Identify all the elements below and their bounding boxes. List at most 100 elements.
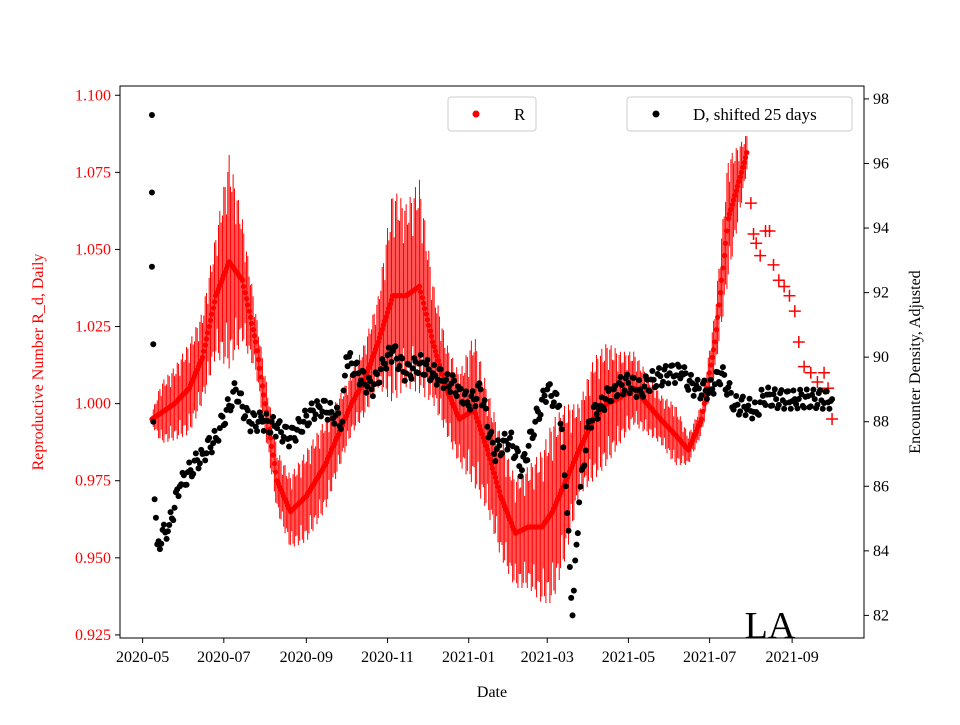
d-point <box>476 380 483 387</box>
d-point <box>357 377 364 384</box>
right-y-tick-label: 94 <box>873 220 889 237</box>
r-projected-marker <box>744 197 757 210</box>
d-point <box>312 411 319 418</box>
r-projected-marker <box>754 249 767 262</box>
d-point <box>508 429 515 436</box>
x-tick-label: 2020-07 <box>197 649 250 666</box>
d-point <box>794 405 801 412</box>
left-y-tick-label: 0.925 <box>75 627 111 644</box>
d-point <box>481 397 488 404</box>
d-point <box>417 351 424 358</box>
d-point <box>569 612 576 619</box>
d-point <box>524 457 531 464</box>
d-point <box>376 379 383 386</box>
plot-frame <box>119 85 865 639</box>
legend-d-marker <box>652 110 660 118</box>
d-point <box>633 393 640 400</box>
d-point <box>621 387 628 394</box>
d-point <box>347 349 354 356</box>
x-tick-label: 2021-03 <box>521 649 574 666</box>
left-y-tick-label: 1.025 <box>75 319 111 336</box>
d-point <box>634 386 641 393</box>
d-point <box>727 389 734 396</box>
d-point <box>630 374 637 381</box>
d-point <box>582 447 589 454</box>
d-point <box>541 392 548 399</box>
d-point <box>758 386 765 393</box>
d-point <box>775 401 782 408</box>
r-projected-marker <box>826 413 839 426</box>
d-point <box>202 457 209 464</box>
d-point <box>396 363 403 370</box>
x-tick-label: 2020-09 <box>280 649 333 666</box>
r-projected-marker <box>788 305 801 318</box>
d-point <box>636 377 643 384</box>
d-point <box>409 365 416 372</box>
d-point <box>156 546 163 553</box>
d-point <box>771 386 778 393</box>
d-point <box>789 398 796 405</box>
d-point <box>222 420 229 427</box>
d-point <box>682 370 689 377</box>
d-point <box>694 376 701 383</box>
d-point <box>392 343 399 350</box>
r-projected-marker <box>811 376 824 389</box>
d-point <box>321 397 328 404</box>
d-point <box>472 403 479 410</box>
d-point <box>562 483 569 490</box>
d-point <box>778 387 785 394</box>
d-point <box>254 428 261 435</box>
d-point <box>230 388 237 395</box>
d-point <box>441 378 448 385</box>
d-point <box>488 428 495 435</box>
d-point <box>608 398 615 405</box>
d-point <box>814 401 821 408</box>
d-point <box>703 396 710 403</box>
d-point <box>490 451 497 457</box>
d-point <box>807 403 814 410</box>
d-point <box>244 407 251 414</box>
d-point <box>339 418 346 425</box>
d-point <box>614 391 621 398</box>
left-y-tick-label: 1.075 <box>75 164 111 181</box>
d-point <box>251 412 258 419</box>
x-tick-label: 2020-11 <box>361 649 414 666</box>
d-point <box>641 383 648 390</box>
d-point <box>399 355 406 362</box>
d-point <box>624 371 631 378</box>
d-point <box>749 415 756 422</box>
d-point <box>311 415 318 422</box>
d-point <box>546 381 553 388</box>
d-point <box>405 361 412 368</box>
d-point <box>341 372 348 379</box>
left-y-tick-label: 1.000 <box>75 396 111 413</box>
d-point <box>196 460 203 467</box>
d-point <box>542 399 549 406</box>
d-point <box>801 404 808 411</box>
d-point <box>795 395 802 402</box>
d-point <box>331 420 338 427</box>
d-point <box>469 388 476 395</box>
d-point <box>648 376 655 383</box>
d-point <box>565 527 572 534</box>
d-point <box>564 510 571 517</box>
d-point <box>267 429 274 436</box>
d-point <box>577 483 584 490</box>
d-point <box>335 410 342 417</box>
left-y-tick-label: 0.975 <box>75 473 111 490</box>
d-point <box>601 407 608 414</box>
d-point <box>340 387 347 394</box>
d-point <box>183 481 190 488</box>
d-point <box>208 449 215 456</box>
d-point <box>588 424 595 431</box>
d-point <box>516 463 523 470</box>
d-point <box>657 373 664 380</box>
d-point <box>313 398 320 405</box>
d-point <box>463 388 470 395</box>
d-point <box>496 442 503 449</box>
d-point <box>184 469 191 476</box>
d-point <box>457 385 464 392</box>
d-point <box>746 395 753 402</box>
d-point <box>224 396 231 403</box>
right-y-tick-label: 90 <box>873 349 889 366</box>
